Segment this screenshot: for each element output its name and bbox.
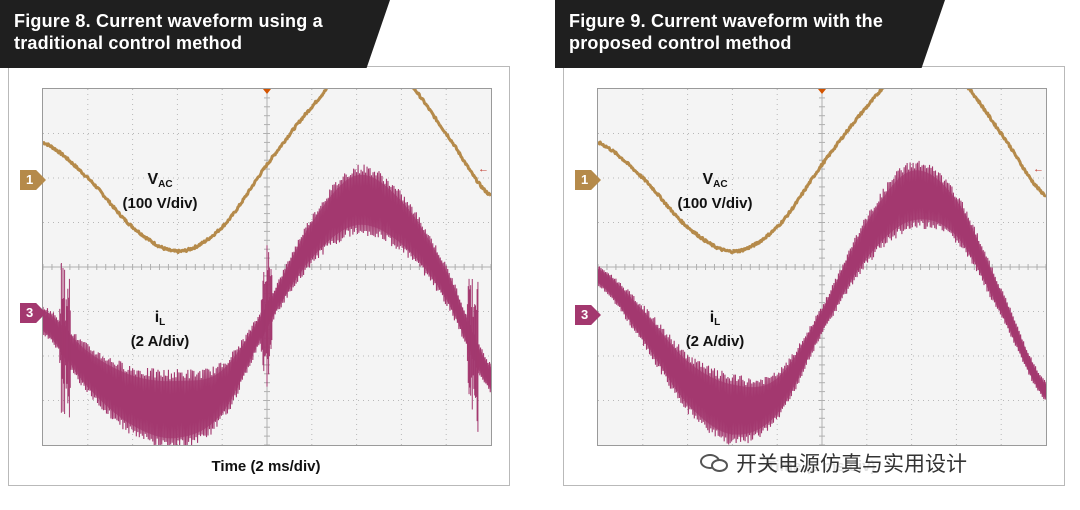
series-VAC-trace bbox=[43, 89, 491, 255]
current-spike bbox=[466, 278, 479, 432]
il-scale: (2 A/div) bbox=[685, 333, 745, 350]
trigger-position-marker bbox=[818, 89, 826, 94]
waveform-plot bbox=[598, 89, 1046, 445]
wechat-icon bbox=[700, 452, 730, 474]
current-spike bbox=[260, 245, 273, 387]
figure-title: Figure 9. Current waveform with the prop… bbox=[569, 11, 884, 53]
il-label: iL (2 A/div) bbox=[130, 309, 190, 350]
figure-9: Figure 9. Current waveform with the prop… bbox=[555, 0, 1075, 510]
il-label: iL (2 A/div) bbox=[685, 309, 745, 350]
trigger-position-marker bbox=[263, 89, 271, 94]
watermark: 开关电源仿真与实用设计 bbox=[700, 446, 1060, 480]
current-spike bbox=[59, 262, 71, 418]
trigger-level-arrow-icon: ← bbox=[1033, 163, 1044, 175]
channel-3-marker: 3 bbox=[575, 305, 601, 325]
channel-1-marker: 1 bbox=[575, 170, 601, 190]
figure-title: Figure 8. Current waveform using a tradi… bbox=[14, 11, 323, 53]
watermark-text: 开关电源仿真与实用设计 bbox=[736, 453, 967, 476]
figure-title-tab: Figure 8. Current waveform using a tradi… bbox=[0, 0, 390, 68]
vac-label: VAC (100 V/div) bbox=[677, 171, 753, 212]
trigger-level-arrow-icon: ← bbox=[478, 163, 489, 175]
channel-1-marker: 1 bbox=[20, 170, 46, 190]
vac-scale: (100 V/div) bbox=[122, 195, 198, 212]
vac-scale: (100 V/div) bbox=[677, 195, 753, 212]
oscilloscope-screen bbox=[597, 88, 1047, 446]
vac-label: VAC (100 V/div) bbox=[122, 171, 198, 212]
series-iL-ripple bbox=[598, 160, 1046, 445]
x-axis-label: Time (2 ms/div) bbox=[211, 458, 321, 475]
channel-3-marker: 3 bbox=[20, 303, 46, 323]
figure-8: Figure 8. Current waveform using a tradi… bbox=[0, 0, 520, 510]
series-VAC-trace bbox=[598, 89, 1046, 255]
figure-title-tab: Figure 9. Current waveform with the prop… bbox=[555, 0, 945, 68]
waveform-plot bbox=[43, 89, 491, 445]
il-scale: (2 A/div) bbox=[130, 333, 190, 350]
oscilloscope-screen bbox=[42, 88, 492, 446]
